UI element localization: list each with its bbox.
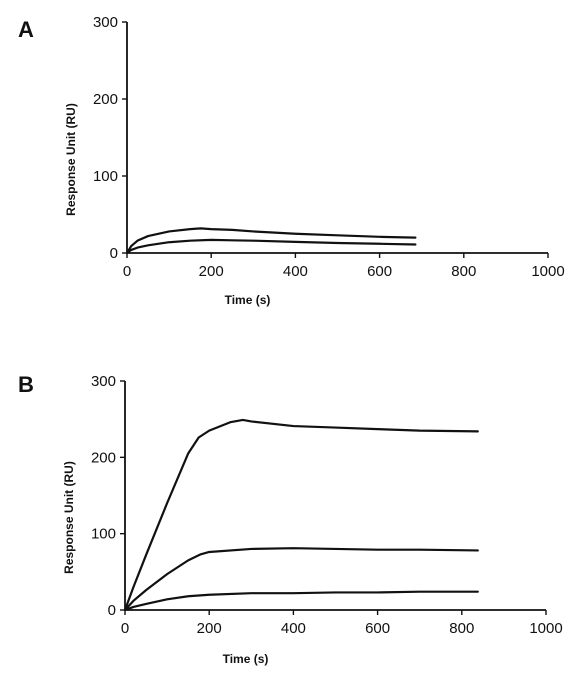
panel-a-label: A [18,17,34,42]
panel-a-x-tick-label: 200 [199,263,224,280]
panel-b-series-1-line [123,418,479,612]
panel-b-x-tick-label: 1000 [529,620,562,637]
panel-a-series-1-line [125,227,417,255]
panel-b: B 0 100 200 300 0 200 400 600 800 1000 Time (s) Resp… [18,372,563,666]
panel-a-y-tick-label: 300 [93,14,118,31]
panel-b-x-tick-label: 400 [281,620,306,637]
panel-b-series-2-line [123,547,479,612]
panel-a: A 0 100 200 300 0 200 400 600 800 1000 Time (s) Resp… [18,14,565,307]
panel-b-series-3-line [123,590,479,612]
panel-b-y-tick-label: 200 [91,449,116,466]
panel-a-x-tick-label: 600 [367,263,392,280]
panel-a-x-tick-label: 0 [123,263,131,280]
panel-b-x-tick-label: 600 [365,620,390,637]
panel-b-y-tick-label: 0 [108,602,116,619]
panel-b-label: B [18,372,34,397]
panel-a-y-axis-title: Response Unit (RU) [64,103,78,216]
panel-a-x-tick-label: 400 [283,263,308,280]
panel-a-y-tick-label: 0 [110,245,118,262]
panel-b-x-tick-label: 0 [121,620,129,637]
panel-a-x-tick-label: 800 [451,263,476,280]
panel-a-series-2-line [125,238,417,255]
panel-b-y-tick-label: 100 [91,526,116,543]
panel-b-x-tick-label: 200 [197,620,222,637]
panel-a-x-axis-title: Time (s) [225,293,271,307]
panel-b-x-axis-title: Time (s) [223,652,269,666]
panel-a-y-tick-label: 100 [93,168,118,185]
panel-b-x-tick-label: 800 [449,620,474,637]
panel-b-y-tick-label: 300 [91,373,116,390]
panel-b-y-axis-title: Response Unit (RU) [62,461,76,574]
panel-a-y-tick-label: 200 [93,91,118,108]
panel-a-x-tick-label: 1000 [531,263,564,280]
